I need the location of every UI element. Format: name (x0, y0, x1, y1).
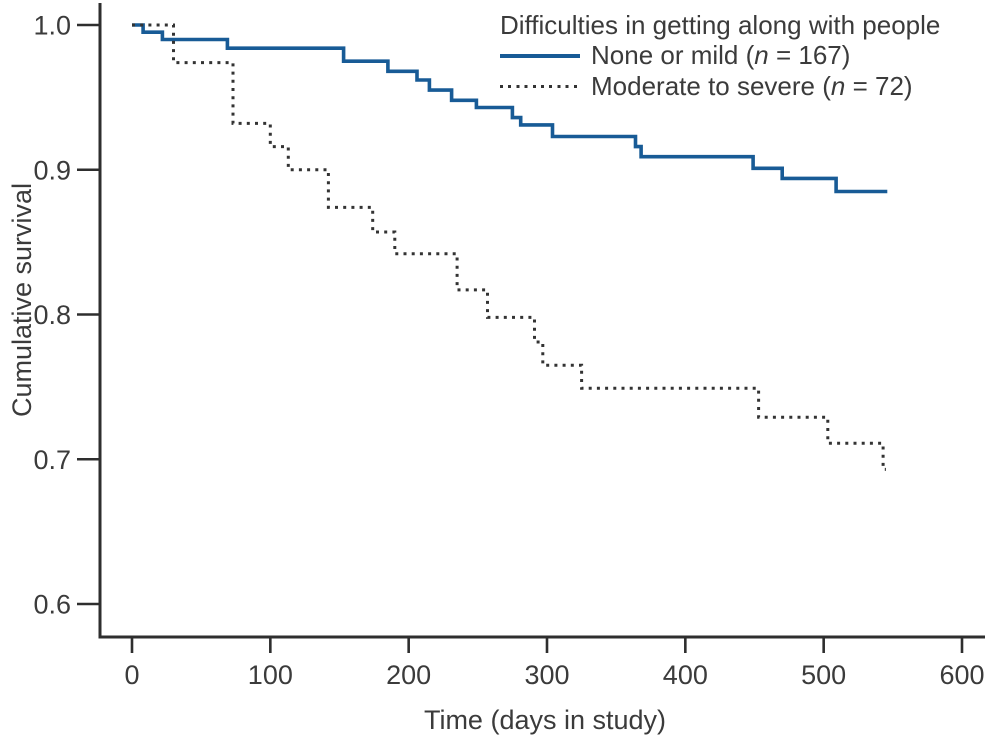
y-tick-label: 0.7 (33, 445, 71, 475)
x-axis-title: Time (days in study) (424, 705, 666, 735)
y-axis-title: Cumulative survival (7, 183, 37, 417)
dotted-line-swatch-icon (500, 85, 580, 88)
y-tick-label: 0.8 (33, 300, 71, 330)
legend-item-none-or-mild: None or mild (n = 167) (500, 40, 940, 71)
x-tick-label: 0 (124, 660, 139, 690)
legend: Difficulties in getting along with peopl… (500, 10, 940, 102)
survival-curve-moderate-to-severe (132, 23, 886, 471)
legend-label: None or mild (n = 167) (591, 40, 850, 71)
y-tick-label: 0.6 (33, 590, 71, 620)
survival-curve-none-or-mild (132, 23, 888, 194)
y-tick-label: 1.0 (33, 11, 71, 41)
legend-n-value: = 167) (768, 40, 851, 70)
x-tick-label: 300 (524, 660, 569, 690)
y-axis-ticks: 1.0 0.9 0.8 0.7 0.6 (33, 11, 99, 620)
legend-label-text: None or mild ( (591, 40, 755, 70)
x-tick-label: 600 (939, 660, 984, 690)
legend-n-variable: n (830, 71, 846, 101)
x-axis-ticks: 0 100 200 300 400 500 600 (124, 638, 985, 690)
legend-title: Difficulties in getting along with peopl… (500, 10, 941, 40)
solid-line-swatch-icon (500, 53, 580, 58)
x-tick-label: 400 (663, 660, 708, 690)
legend-label: Moderate to severe (n = 72) (591, 71, 913, 102)
x-tick-label: 200 (386, 660, 431, 690)
legend-n-value: = 72) (845, 71, 913, 101)
y-tick-label: 0.9 (33, 155, 71, 185)
x-tick-label: 500 (801, 660, 846, 690)
legend-item-moderate-to-severe: Moderate to severe (n = 72) (500, 71, 940, 102)
legend-label-text: Moderate to severe ( (591, 71, 831, 101)
survival-curves (132, 23, 888, 471)
legend-n-variable: n (754, 40, 769, 70)
axis-spines (98, 3, 985, 639)
x-tick-label: 100 (248, 660, 293, 690)
